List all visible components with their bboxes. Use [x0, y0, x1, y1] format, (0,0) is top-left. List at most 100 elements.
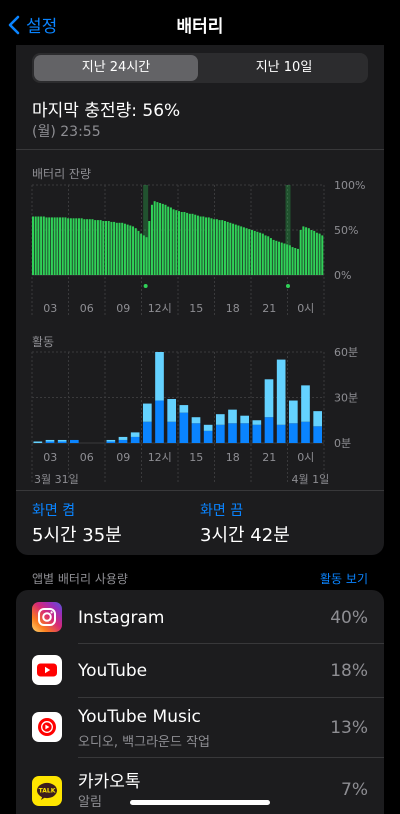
battery-bar	[199, 216, 202, 275]
charging-band	[285, 185, 291, 275]
x-tick-label: 15	[189, 451, 203, 464]
battery-bar	[169, 207, 172, 275]
x-tick-label: 15	[189, 302, 203, 315]
battery-bar	[178, 211, 181, 275]
show-activity-link[interactable]: 활동 보기	[320, 572, 368, 586]
battery-bar	[226, 221, 229, 275]
app-row-kakaotalk[interactable]: TALK 카카오톡 알림 7%	[16, 758, 384, 814]
app-row-instagram[interactable]: Instagram 40%	[16, 590, 384, 643]
back-button[interactable]: 설정	[8, 12, 57, 37]
battery-bar	[72, 218, 75, 275]
screen-on-value: 5시간 35분	[32, 525, 122, 546]
y-tick-label: 0분	[334, 437, 351, 450]
divider	[78, 697, 384, 698]
app-row-youtube-music[interactable]: YouTube Music 오디오, 백그라운드 작업 13%	[16, 698, 384, 756]
battery-bar	[240, 226, 243, 275]
x-tick-label: 0시	[297, 451, 314, 464]
instagram-icon	[32, 602, 62, 632]
activity-chart-title: 활동	[32, 335, 55, 349]
battery-bar	[202, 216, 205, 275]
battery-bar	[310, 230, 313, 275]
app-percentage: 18%	[330, 661, 368, 681]
battery-bar	[299, 230, 302, 275]
battery-bar	[196, 215, 199, 275]
battery-bar	[48, 217, 51, 275]
battery-bar	[261, 233, 264, 275]
battery-bar	[86, 219, 89, 275]
screen-off-bar	[301, 385, 310, 422]
screen-on-bar	[155, 400, 164, 443]
screen-off-label: 화면 끔	[200, 503, 244, 519]
segment-24h[interactable]: 지난 24시간	[34, 55, 198, 81]
battery-bar	[191, 213, 194, 275]
battery-bar	[91, 219, 94, 275]
screen-on-bar	[143, 421, 152, 443]
screen-off-bar	[106, 439, 116, 442]
battery-bar	[121, 222, 124, 275]
screen-off-bar	[33, 441, 43, 443]
app-percentage: 7%	[341, 780, 368, 800]
battery-bar	[253, 230, 256, 275]
battery-bar	[218, 220, 221, 275]
youtube-icon	[32, 655, 62, 685]
battery-bar	[278, 241, 281, 275]
screen-on-bar	[276, 424, 286, 443]
app-name: Instagram	[78, 608, 165, 628]
battery-bar	[37, 216, 40, 275]
battery-level-chart: 100% 50% 0% 03 06 09 12시 15 18 21 0시	[31, 179, 365, 315]
battery-bar	[123, 223, 126, 275]
x-tick-label: 03	[43, 451, 57, 464]
x-tick-label: 18	[226, 451, 240, 464]
segment-10d[interactable]: 지난 10일	[255, 60, 313, 75]
battery-bar	[32, 216, 35, 275]
charging-indicator	[286, 284, 290, 288]
screen-on-bar	[203, 430, 213, 443]
battery-bar	[223, 221, 226, 275]
battery-bar	[229, 222, 232, 275]
battery-bar	[115, 222, 118, 275]
battery-bar	[80, 218, 83, 275]
screen-on-bar	[106, 441, 116, 443]
battery-bar	[107, 221, 110, 275]
battery-bar	[256, 231, 259, 275]
battery-bar	[294, 248, 297, 275]
x-tick-label: 12시	[148, 451, 172, 464]
screen-on-bar	[130, 436, 140, 443]
page-title: 배터리	[176, 17, 224, 37]
battery-bar	[161, 203, 164, 275]
battery-bar	[129, 225, 132, 275]
battery-bar	[159, 203, 162, 275]
app-subtitle: 오디오, 백그라운드 작업	[78, 735, 210, 750]
battery-bar	[45, 217, 48, 275]
battery-bar	[132, 226, 135, 275]
period-segmented-control: 지난 24시간 지난 10일	[32, 53, 368, 83]
app-row-youtube[interactable]: YouTube 18%	[16, 644, 384, 697]
divider	[16, 149, 384, 150]
chevron-left-icon	[8, 15, 20, 34]
battery-bar	[210, 218, 213, 275]
screen-off-bar	[216, 414, 225, 425]
divider	[78, 757, 384, 758]
screen-on-bar	[191, 423, 201, 443]
battery-bar	[267, 236, 270, 275]
screen-off-bar	[130, 432, 140, 437]
battery-bar	[88, 219, 91, 275]
battery-bar	[137, 230, 140, 275]
battery-bar	[164, 204, 167, 275]
battery-bar	[321, 235, 324, 275]
battery-bar	[42, 216, 45, 275]
battery-bar	[272, 239, 275, 275]
kakaotalk-icon: TALK	[32, 776, 62, 806]
battery-bar	[105, 221, 108, 275]
battery-bar	[283, 243, 286, 275]
screen-off-bar	[57, 439, 67, 442]
battery-bar	[313, 230, 316, 275]
charging-indicator	[143, 284, 148, 288]
battery-bar	[134, 228, 137, 275]
battery-bar	[215, 219, 218, 275]
screen-on-label: 화면 켬	[32, 503, 76, 519]
screen-on-bar	[118, 439, 128, 443]
battery-bar	[140, 233, 143, 275]
screen-off-bar	[155, 352, 164, 401]
battery-bar	[296, 248, 299, 275]
